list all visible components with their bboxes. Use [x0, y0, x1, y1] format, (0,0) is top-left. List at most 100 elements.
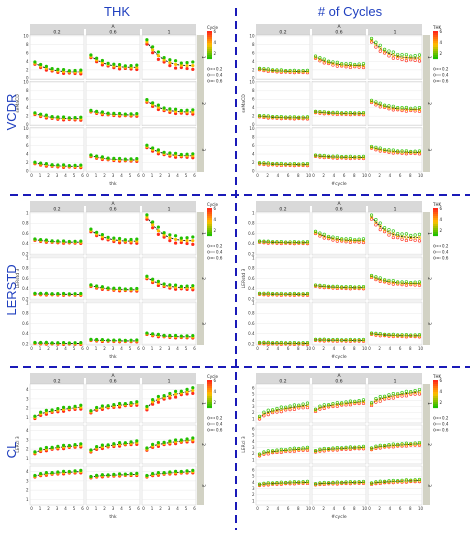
legend-color-swatch: [207, 382, 212, 385]
data-point: [348, 110, 353, 115]
data-point: [279, 116, 283, 120]
data-point: [106, 338, 110, 342]
facet-panel: 0.20.40.60.810 1 2 3 4 5 6: [22, 300, 84, 351]
data-point: [156, 229, 160, 233]
data-point: [61, 67, 66, 72]
data-point: [305, 481, 310, 486]
data-point: [275, 291, 279, 296]
data-point: [335, 154, 339, 158]
data-point: [266, 115, 270, 119]
legend-color-swatch: [207, 41, 212, 44]
fit-line: [371, 100, 420, 110]
facet-panel: [85, 34, 141, 80]
data-point: [305, 405, 310, 410]
data-point: [266, 483, 270, 487]
legend-color-swatch: [433, 41, 438, 44]
strip-col: [256, 378, 310, 384]
data-point: [275, 449, 279, 453]
data-point: [327, 284, 331, 288]
data-point: [378, 147, 382, 152]
data-point: [292, 163, 297, 167]
fit-line: [146, 471, 193, 477]
x-tick-label: 2: [322, 506, 325, 511]
legend-linetype-marker: [433, 79, 436, 83]
data-point: [151, 471, 155, 476]
data-point: [396, 281, 400, 285]
data-point: [297, 292, 301, 296]
x-tick-label: 2: [159, 506, 162, 511]
data-point: [313, 448, 318, 453]
data-point: [292, 480, 297, 484]
y-tick-label: 2: [252, 410, 255, 415]
x-tick-label: 3: [56, 173, 59, 178]
data-point: [335, 446, 339, 450]
data-point: [361, 445, 366, 450]
legend-linetype-label: 0.2: [216, 243, 223, 248]
data-point: [288, 341, 292, 345]
data-point: [361, 286, 366, 290]
y-tick-label: 0.4: [22, 286, 29, 291]
y-tick-label: 3: [252, 445, 255, 450]
y-tick-label: 2: [26, 447, 29, 452]
legend-color-swatch: [433, 234, 438, 237]
data-point: [413, 54, 417, 58]
data-point: [331, 403, 335, 407]
data-point: [284, 406, 288, 411]
data-point: [173, 234, 178, 238]
legend-color-tick: 4: [440, 217, 443, 222]
data-point: [383, 226, 387, 230]
strip-col-label: 0.2: [279, 30, 286, 36]
data-point: [44, 340, 48, 344]
data-point: [378, 228, 382, 232]
legend-linetype-marker: [207, 244, 210, 248]
data-point: [348, 237, 353, 241]
data-point: [73, 341, 77, 345]
data-point: [100, 58, 104, 63]
data-point: [335, 402, 339, 407]
data-point: [313, 55, 318, 59]
data-point: [313, 407, 318, 411]
legend-linetype-marker: [207, 422, 210, 426]
data-point: [162, 231, 166, 235]
data-point: [173, 438, 178, 442]
data-point: [335, 62, 339, 66]
data-point: [73, 292, 77, 296]
data-point: [348, 238, 353, 243]
data-point: [257, 416, 262, 420]
data-point: [191, 388, 195, 393]
data-point: [353, 239, 357, 243]
data-point: [33, 60, 37, 64]
data-point: [361, 400, 366, 404]
data-point: [305, 163, 310, 167]
x-tick-label: 6: [343, 173, 346, 178]
strip-row-label: 1: [426, 232, 432, 235]
x-tick-label: 6: [81, 506, 84, 511]
data-point: [106, 404, 110, 408]
data-point: [400, 150, 404, 154]
data-point: [173, 62, 178, 66]
data-point: [335, 155, 339, 159]
strip-row-label: 3: [200, 484, 206, 487]
x-tick-label: 6: [193, 346, 196, 351]
data-point: [413, 109, 417, 113]
data-point: [361, 337, 366, 342]
y-tick-label: 4: [252, 398, 255, 403]
data-point: [417, 333, 422, 337]
data-point: [185, 63, 189, 68]
legend-color-swatch: [207, 210, 212, 213]
data-point: [292, 341, 297, 345]
data-point: [271, 240, 275, 244]
data-point: [266, 408, 270, 412]
y-tick-label: 1: [252, 457, 255, 462]
data-point: [357, 447, 361, 451]
legend-color-swatch: [433, 228, 438, 231]
data-point: [344, 447, 348, 451]
legend-color-swatch: [433, 230, 438, 233]
facet-panel: 0 2 4 6 8 10: [367, 301, 423, 351]
data-point: [417, 335, 422, 339]
data-point: [391, 56, 395, 60]
data-point: [361, 401, 366, 406]
